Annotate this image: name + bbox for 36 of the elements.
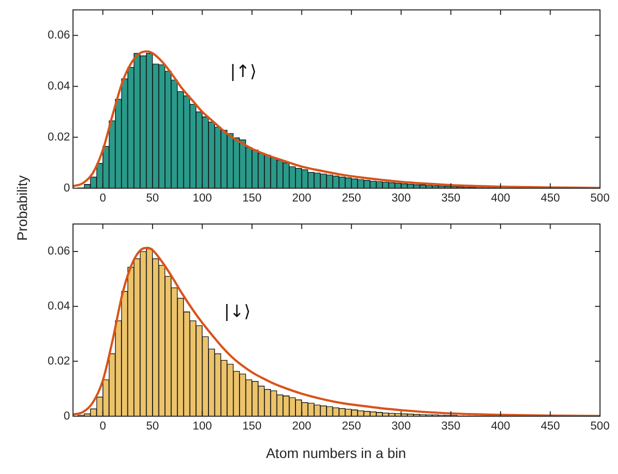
- y-tick-label: 0.06: [48, 30, 70, 42]
- x-tick-label: 0: [100, 420, 106, 432]
- x-tick-label: 500: [590, 192, 610, 204]
- x-tick-label: 200: [292, 192, 312, 204]
- x-tick-label: 150: [242, 192, 262, 204]
- y-tick-label: 0.04: [48, 300, 71, 313]
- y-tick-label: 0: [64, 182, 70, 194]
- x-tick-label: 200: [292, 420, 312, 432]
- x-tick-label: 400: [490, 192, 510, 204]
- x-tick-label: 300: [392, 192, 411, 204]
- x-tick-label: 450: [540, 192, 560, 204]
- y-tick-label: 0.04: [48, 80, 71, 92]
- x-tick-label: 350: [441, 192, 460, 204]
- x-tick-label: 50: [146, 420, 159, 432]
- x-tick-label: 400: [490, 420, 510, 432]
- line-series: [73, 246, 600, 416]
- x-tick-label: 50: [146, 192, 159, 204]
- x-tick-label: 100: [192, 192, 212, 204]
- x-tick-label: 150: [242, 420, 262, 432]
- y-tick-label: 0.02: [48, 131, 70, 144]
- annotation: |↓⟩: [224, 302, 251, 322]
- y-tick-label: 0.02: [48, 355, 70, 368]
- x-tick-label: 250: [342, 420, 362, 432]
- y-axis-title: Probability: [14, 175, 30, 241]
- x-tick-label: 300: [392, 420, 411, 432]
- x-axis-title: Atom numbers in a bin: [266, 445, 406, 461]
- y-tick-label: 0.06: [48, 246, 70, 258]
- x-tick-label: 450: [540, 420, 560, 432]
- y-tick-label: 0: [64, 410, 70, 422]
- x-tick-label: 500: [590, 420, 610, 432]
- x-tick-label: 100: [192, 420, 212, 432]
- x-tick-label: 350: [441, 420, 460, 432]
- line-series: [73, 50, 600, 188]
- annotation: |↑⟩: [230, 62, 257, 82]
- x-tick-label: 250: [342, 192, 362, 204]
- x-tick-label: 0: [100, 192, 106, 204]
